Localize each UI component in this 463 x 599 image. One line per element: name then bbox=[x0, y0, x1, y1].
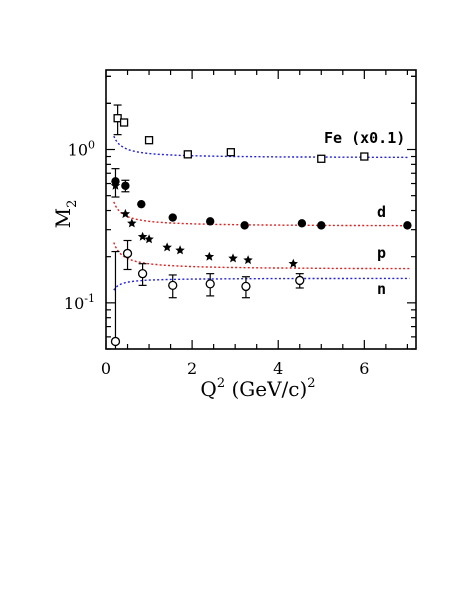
data-point-3-0 bbox=[110, 336, 121, 347]
data-point-0-2 bbox=[144, 136, 154, 145]
x-axis-title-rest: (GeV/c) bbox=[225, 377, 307, 401]
y-axis-title-sub: 2 bbox=[65, 200, 80, 208]
data-point-3-5 bbox=[241, 281, 251, 292]
data-point-2-3 bbox=[137, 231, 148, 241]
y-tick-label-1-base: 10 bbox=[64, 294, 84, 313]
x-axis-title-sup: 2 bbox=[217, 376, 225, 391]
y-axis-title-base: M bbox=[51, 208, 75, 228]
data-point-3-4 bbox=[205, 279, 215, 289]
data-point-0-0 bbox=[113, 114, 122, 123]
fit-curve-1 bbox=[113, 201, 410, 227]
data-point-3-6 bbox=[295, 275, 305, 286]
data-point-1-7 bbox=[317, 221, 326, 230]
data-point-0-1 bbox=[119, 118, 129, 127]
data-point-2-9 bbox=[243, 255, 253, 265]
data-point-0-5 bbox=[317, 154, 326, 163]
data-point-3-3 bbox=[168, 280, 178, 291]
y-axis-title: M2 bbox=[51, 200, 80, 229]
y-tick-label-0-base: 10 bbox=[68, 141, 88, 160]
data-point-1-6 bbox=[297, 219, 307, 228]
data-point-0-6 bbox=[360, 152, 369, 161]
data-point-2-10 bbox=[288, 258, 298, 268]
data-point-0-4 bbox=[226, 148, 236, 157]
series-label-p: p bbox=[377, 244, 386, 262]
data-point-3-2 bbox=[137, 269, 148, 279]
y-tick-label-1: 10-1 bbox=[64, 292, 95, 313]
series-label-d: d bbox=[377, 203, 386, 221]
y-tick-label-1-exp: -1 bbox=[84, 292, 95, 305]
series-label-fe: Fe (x0.1) bbox=[324, 129, 405, 147]
x-tick-label-3: 6 bbox=[359, 359, 369, 378]
data-point-1-8 bbox=[403, 221, 412, 230]
data-point-2-8 bbox=[228, 253, 238, 263]
data-marks bbox=[110, 104, 412, 349]
data-point-1-3 bbox=[168, 213, 177, 222]
data-point-2-6 bbox=[175, 245, 185, 255]
data-point-0-3 bbox=[183, 150, 192, 159]
plot-frame bbox=[105, 69, 417, 350]
data-point-2-7 bbox=[204, 251, 215, 261]
data-point-3-1 bbox=[122, 248, 133, 259]
data-point-2-5 bbox=[162, 242, 172, 252]
data-point-1-1 bbox=[121, 181, 130, 190]
data-point-1-5 bbox=[240, 221, 249, 230]
data-point-2-2 bbox=[127, 218, 137, 228]
data-point-2-1 bbox=[120, 208, 131, 218]
axis-ticks bbox=[105, 70, 416, 350]
fit-curve-2 bbox=[113, 242, 410, 270]
data-point-2-4 bbox=[144, 234, 154, 244]
x-tick-label-0: 0 bbox=[101, 359, 111, 378]
y-tick-label-0: 100 bbox=[68, 139, 95, 160]
data-point-1-4 bbox=[205, 217, 215, 226]
x-axis-title-sup2: 2 bbox=[307, 376, 315, 391]
series-label-n: n bbox=[377, 280, 386, 298]
data-point-2-0 bbox=[110, 180, 121, 190]
x-axis-title: Q2 (GeV/c)2 bbox=[200, 376, 315, 401]
fit-curve-3 bbox=[113, 277, 410, 291]
x-axis-title-base: Q bbox=[200, 377, 216, 401]
data-point-1-2 bbox=[137, 199, 146, 209]
x-tick-label-1: 2 bbox=[187, 359, 197, 378]
x-tick-label-2: 4 bbox=[273, 359, 283, 378]
y-tick-label-0-exp: 0 bbox=[88, 139, 95, 152]
